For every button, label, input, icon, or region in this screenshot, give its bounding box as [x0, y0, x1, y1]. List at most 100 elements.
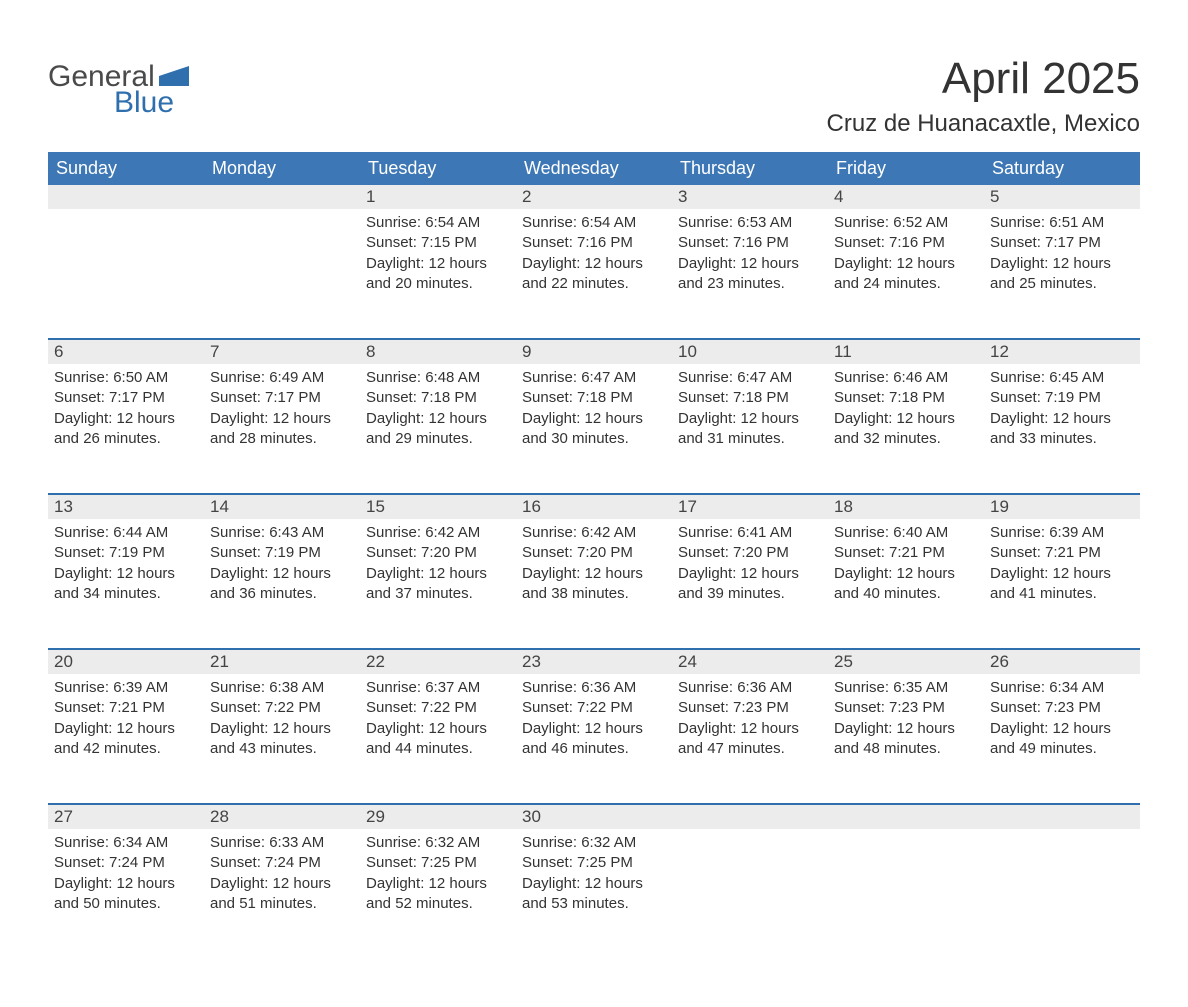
day-cell: Sunrise: 6:52 AMSunset: 7:16 PMDaylight:…: [828, 209, 984, 339]
sunrise-label: Sunrise: 6:48 AM: [366, 368, 510, 388]
day-number: 1: [366, 187, 375, 206]
sunrise-label: Sunrise: 6:52 AM: [834, 213, 978, 233]
day-body: Sunrise: 6:32 AMSunset: 7:25 PMDaylight:…: [360, 829, 516, 924]
title-block: April 2025 Cruz de Huanacaxtle, Mexico: [827, 36, 1140, 152]
daylight-label-2: and 22 minutes.: [522, 274, 666, 294]
day-number-cell: 6: [48, 339, 204, 364]
day-number: 13: [54, 497, 73, 516]
daylight-label-2: and 42 minutes.: [54, 739, 198, 759]
daylight-label-2: and 33 minutes.: [990, 429, 1134, 449]
day-number-row: 6789101112: [48, 339, 1140, 364]
daylight-label-2: and 50 minutes.: [54, 894, 198, 914]
sunrise-label: Sunrise: 6:38 AM: [210, 678, 354, 698]
day-cell: Sunrise: 6:43 AMSunset: 7:19 PMDaylight:…: [204, 519, 360, 649]
day-cell: Sunrise: 6:54 AMSunset: 7:16 PMDaylight:…: [516, 209, 672, 339]
day-body: Sunrise: 6:39 AMSunset: 7:21 PMDaylight:…: [984, 519, 1140, 614]
daylight-label-2: and 44 minutes.: [366, 739, 510, 759]
daylight-label-1: Daylight: 12 hours: [522, 409, 666, 429]
day-cell: Sunrise: 6:36 AMSunset: 7:22 PMDaylight:…: [516, 674, 672, 804]
day-body: Sunrise: 6:50 AMSunset: 7:17 PMDaylight:…: [48, 364, 204, 459]
day-number: 28: [210, 807, 229, 826]
day-cell: Sunrise: 6:39 AMSunset: 7:21 PMDaylight:…: [48, 674, 204, 804]
day-body: Sunrise: 6:53 AMSunset: 7:16 PMDaylight:…: [672, 209, 828, 304]
day-body: Sunrise: 6:45 AMSunset: 7:19 PMDaylight:…: [984, 364, 1140, 459]
sunrise-label: Sunrise: 6:47 AM: [522, 368, 666, 388]
day-number: 27: [54, 807, 73, 826]
daylight-label-1: Daylight: 12 hours: [54, 719, 198, 739]
day-number-cell: 15: [360, 494, 516, 519]
day-body: Sunrise: 6:32 AMSunset: 7:25 PMDaylight:…: [516, 829, 672, 924]
day-number: 30: [522, 807, 541, 826]
day-number: 12: [990, 342, 1009, 361]
day-body-row: Sunrise: 6:54 AMSunset: 7:15 PMDaylight:…: [48, 209, 1140, 339]
daylight-label-1: Daylight: 12 hours: [990, 719, 1134, 739]
sunset-label: Sunset: 7:18 PM: [366, 388, 510, 408]
day-body: Sunrise: 6:51 AMSunset: 7:17 PMDaylight:…: [984, 209, 1140, 304]
sunrise-label: Sunrise: 6:49 AM: [210, 368, 354, 388]
day-cell: Sunrise: 6:36 AMSunset: 7:23 PMDaylight:…: [672, 674, 828, 804]
sunset-label: Sunset: 7:23 PM: [990, 698, 1134, 718]
daylight-label-1: Daylight: 12 hours: [522, 564, 666, 584]
day-cell: Sunrise: 6:47 AMSunset: 7:18 PMDaylight:…: [516, 364, 672, 494]
sunset-label: Sunset: 7:21 PM: [990, 543, 1134, 563]
day-number-cell: [48, 185, 204, 209]
day-cell: Sunrise: 6:45 AMSunset: 7:19 PMDaylight:…: [984, 364, 1140, 494]
day-cell: Sunrise: 6:54 AMSunset: 7:15 PMDaylight:…: [360, 209, 516, 339]
daylight-label-1: Daylight: 12 hours: [366, 564, 510, 584]
sunrise-label: Sunrise: 6:32 AM: [366, 833, 510, 853]
day-header: Thursday: [672, 152, 828, 185]
day-number: 6: [54, 342, 63, 361]
day-body: Sunrise: 6:42 AMSunset: 7:20 PMDaylight:…: [516, 519, 672, 614]
daylight-label-2: and 39 minutes.: [678, 584, 822, 604]
day-number-cell: 5: [984, 185, 1140, 209]
daylight-label-1: Daylight: 12 hours: [678, 409, 822, 429]
day-body: Sunrise: 6:43 AMSunset: 7:19 PMDaylight:…: [204, 519, 360, 614]
daylight-label-1: Daylight: 12 hours: [678, 564, 822, 584]
sunset-label: Sunset: 7:22 PM: [366, 698, 510, 718]
day-header: Friday: [828, 152, 984, 185]
daylight-label-2: and 53 minutes.: [522, 894, 666, 914]
day-number-row: 20212223242526: [48, 649, 1140, 674]
day-number-cell: 26: [984, 649, 1140, 674]
day-number-row: 13141516171819: [48, 494, 1140, 519]
day-number: 10: [678, 342, 697, 361]
sunrise-label: Sunrise: 6:34 AM: [54, 833, 198, 853]
sunset-label: Sunset: 7:24 PM: [54, 853, 198, 873]
sunset-label: Sunset: 7:20 PM: [678, 543, 822, 563]
calendar-table: Sunday Monday Tuesday Wednesday Thursday…: [48, 152, 1140, 959]
day-cell: Sunrise: 6:44 AMSunset: 7:19 PMDaylight:…: [48, 519, 204, 649]
day-cell: Sunrise: 6:32 AMSunset: 7:25 PMDaylight:…: [516, 829, 672, 959]
day-cell: Sunrise: 6:34 AMSunset: 7:23 PMDaylight:…: [984, 674, 1140, 804]
day-body: Sunrise: 6:34 AMSunset: 7:24 PMDaylight:…: [48, 829, 204, 924]
day-number-cell: 7: [204, 339, 360, 364]
day-number: 9: [522, 342, 531, 361]
sunset-label: Sunset: 7:24 PM: [210, 853, 354, 873]
sunrise-label: Sunrise: 6:45 AM: [990, 368, 1134, 388]
sunset-label: Sunset: 7:18 PM: [678, 388, 822, 408]
day-number-cell: [984, 804, 1140, 829]
sunset-label: Sunset: 7:18 PM: [834, 388, 978, 408]
daylight-label-1: Daylight: 12 hours: [522, 874, 666, 894]
day-cell: Sunrise: 6:41 AMSunset: 7:20 PMDaylight:…: [672, 519, 828, 649]
day-number-row: 27282930: [48, 804, 1140, 829]
day-number: 20: [54, 652, 73, 671]
day-number: 26: [990, 652, 1009, 671]
sunrise-label: Sunrise: 6:33 AM: [210, 833, 354, 853]
sunrise-label: Sunrise: 6:51 AM: [990, 213, 1134, 233]
day-cell: Sunrise: 6:34 AMSunset: 7:24 PMDaylight:…: [48, 829, 204, 959]
day-body: Sunrise: 6:39 AMSunset: 7:21 PMDaylight:…: [48, 674, 204, 769]
day-number-cell: 16: [516, 494, 672, 519]
day-number-cell: 8: [360, 339, 516, 364]
day-cell: Sunrise: 6:46 AMSunset: 7:18 PMDaylight:…: [828, 364, 984, 494]
sunrise-label: Sunrise: 6:34 AM: [990, 678, 1134, 698]
day-header: Tuesday: [360, 152, 516, 185]
day-number-cell: 25: [828, 649, 984, 674]
day-cell: [984, 829, 1140, 959]
day-number-cell: 1: [360, 185, 516, 209]
day-number-cell: 22: [360, 649, 516, 674]
day-body: Sunrise: 6:36 AMSunset: 7:22 PMDaylight:…: [516, 674, 672, 769]
daylight-label-1: Daylight: 12 hours: [834, 254, 978, 274]
daylight-label-1: Daylight: 12 hours: [210, 719, 354, 739]
day-body: Sunrise: 6:54 AMSunset: 7:15 PMDaylight:…: [360, 209, 516, 304]
day-number: 5: [990, 187, 999, 206]
